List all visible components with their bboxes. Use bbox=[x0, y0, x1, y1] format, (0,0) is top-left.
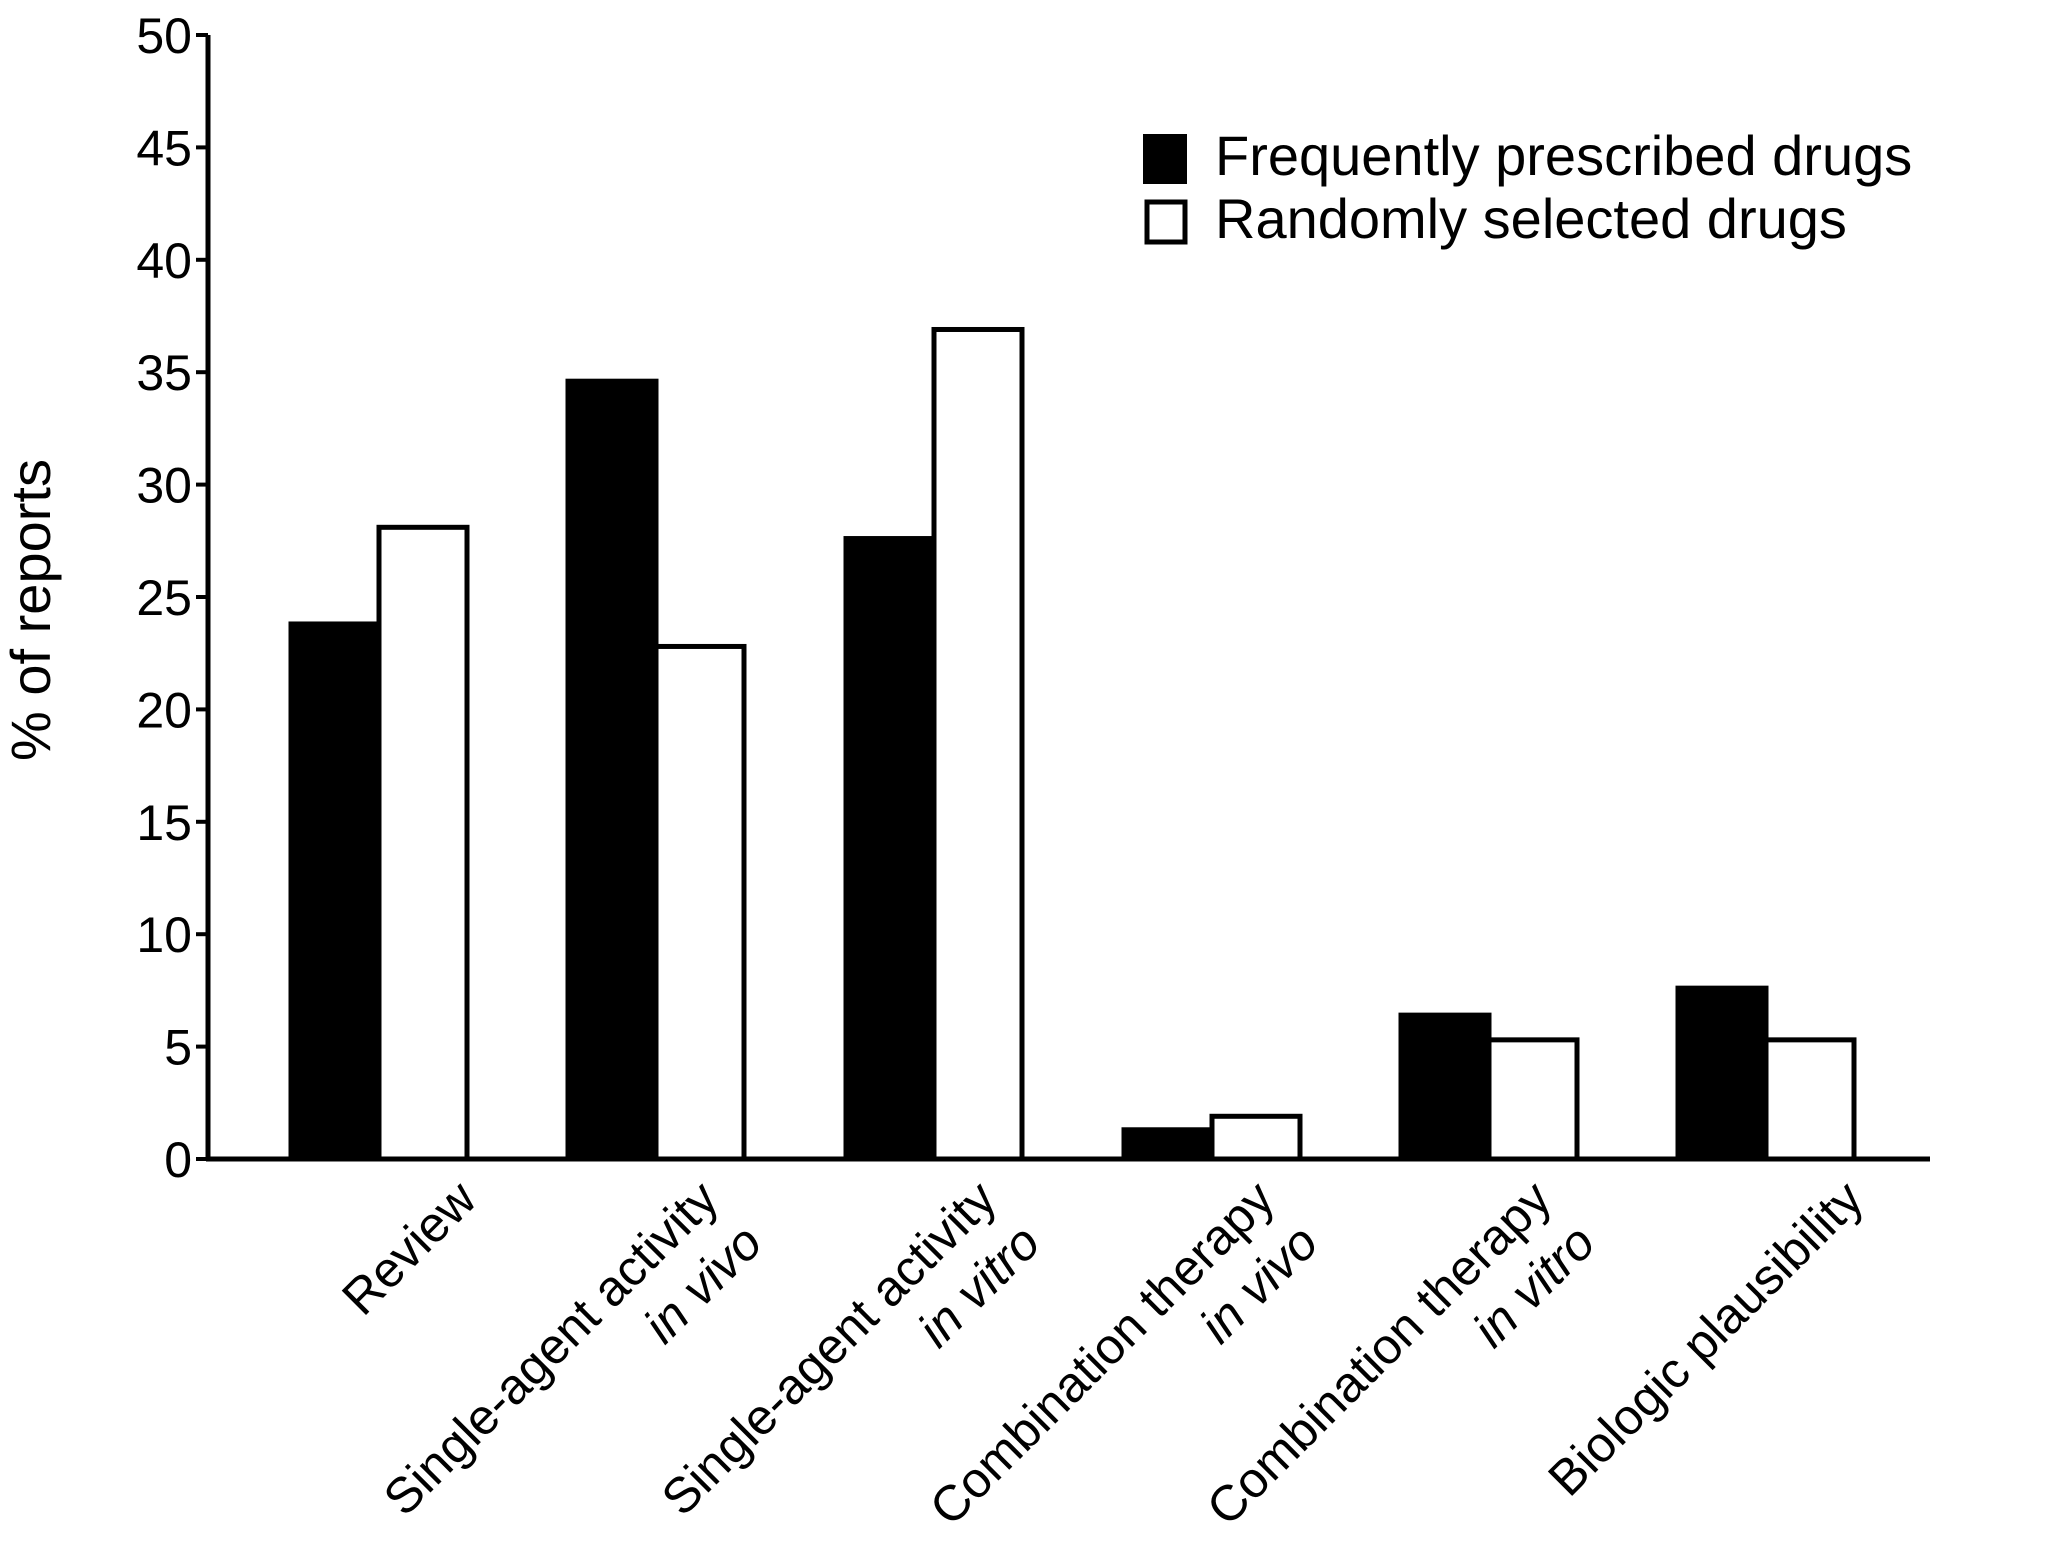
y-axis-title: % of reports bbox=[0, 459, 62, 761]
bars-group bbox=[288, 326, 1857, 1162]
y-axis: 0 5 10 15 20 25 30 35 40 45 50 bbox=[136, 8, 211, 1188]
bar-frequently-prescribed-5 bbox=[1675, 985, 1769, 1162]
y-axis-tick-label: 35 bbox=[136, 345, 192, 401]
y-axis-tick-label: 0 bbox=[164, 1132, 192, 1188]
bar-randomly-selected-5 bbox=[1763, 1037, 1857, 1162]
bar-frequently-prescribed-1 bbox=[565, 378, 659, 1162]
bar-randomly-selected-4 bbox=[1486, 1037, 1580, 1162]
legend-swatch-frequently-prescribed bbox=[1143, 134, 1187, 184]
y-axis-tick-label: 10 bbox=[136, 907, 192, 963]
y-axis-tick-label: 5 bbox=[164, 1020, 192, 1076]
legend-label-frequently-prescribed: Frequently prescribed drugs bbox=[1215, 124, 1912, 187]
bar-randomly-selected-0 bbox=[376, 524, 470, 1162]
legend-label-randomly-selected: Randomly selected drugs bbox=[1215, 187, 1847, 250]
y-axis-tick-label: 45 bbox=[136, 120, 192, 176]
y-axis-tick-label: 40 bbox=[136, 233, 192, 289]
bar-randomly-selected-1 bbox=[653, 643, 747, 1162]
y-axis-tick-label: 25 bbox=[136, 570, 192, 626]
legend: Frequently prescribed drugs Randomly sel… bbox=[1143, 124, 1912, 250]
y-axis-tick-label: 50 bbox=[136, 8, 192, 64]
bar-frequently-prescribed-0 bbox=[288, 621, 382, 1162]
bar-randomly-selected-3 bbox=[1209, 1113, 1303, 1162]
legend-swatch-randomly-selected bbox=[1144, 199, 1188, 245]
bar-frequently-prescribed-3 bbox=[1121, 1127, 1215, 1162]
bar-randomly-selected-2 bbox=[931, 326, 1025, 1162]
y-axis-tick-label: 15 bbox=[136, 795, 192, 851]
y-axis-tick-label: 20 bbox=[136, 682, 192, 738]
y-axis-tick-label: 30 bbox=[136, 458, 192, 514]
bar-frequently-prescribed-2 bbox=[843, 536, 937, 1162]
bar-frequently-prescribed-4 bbox=[1398, 1012, 1492, 1162]
